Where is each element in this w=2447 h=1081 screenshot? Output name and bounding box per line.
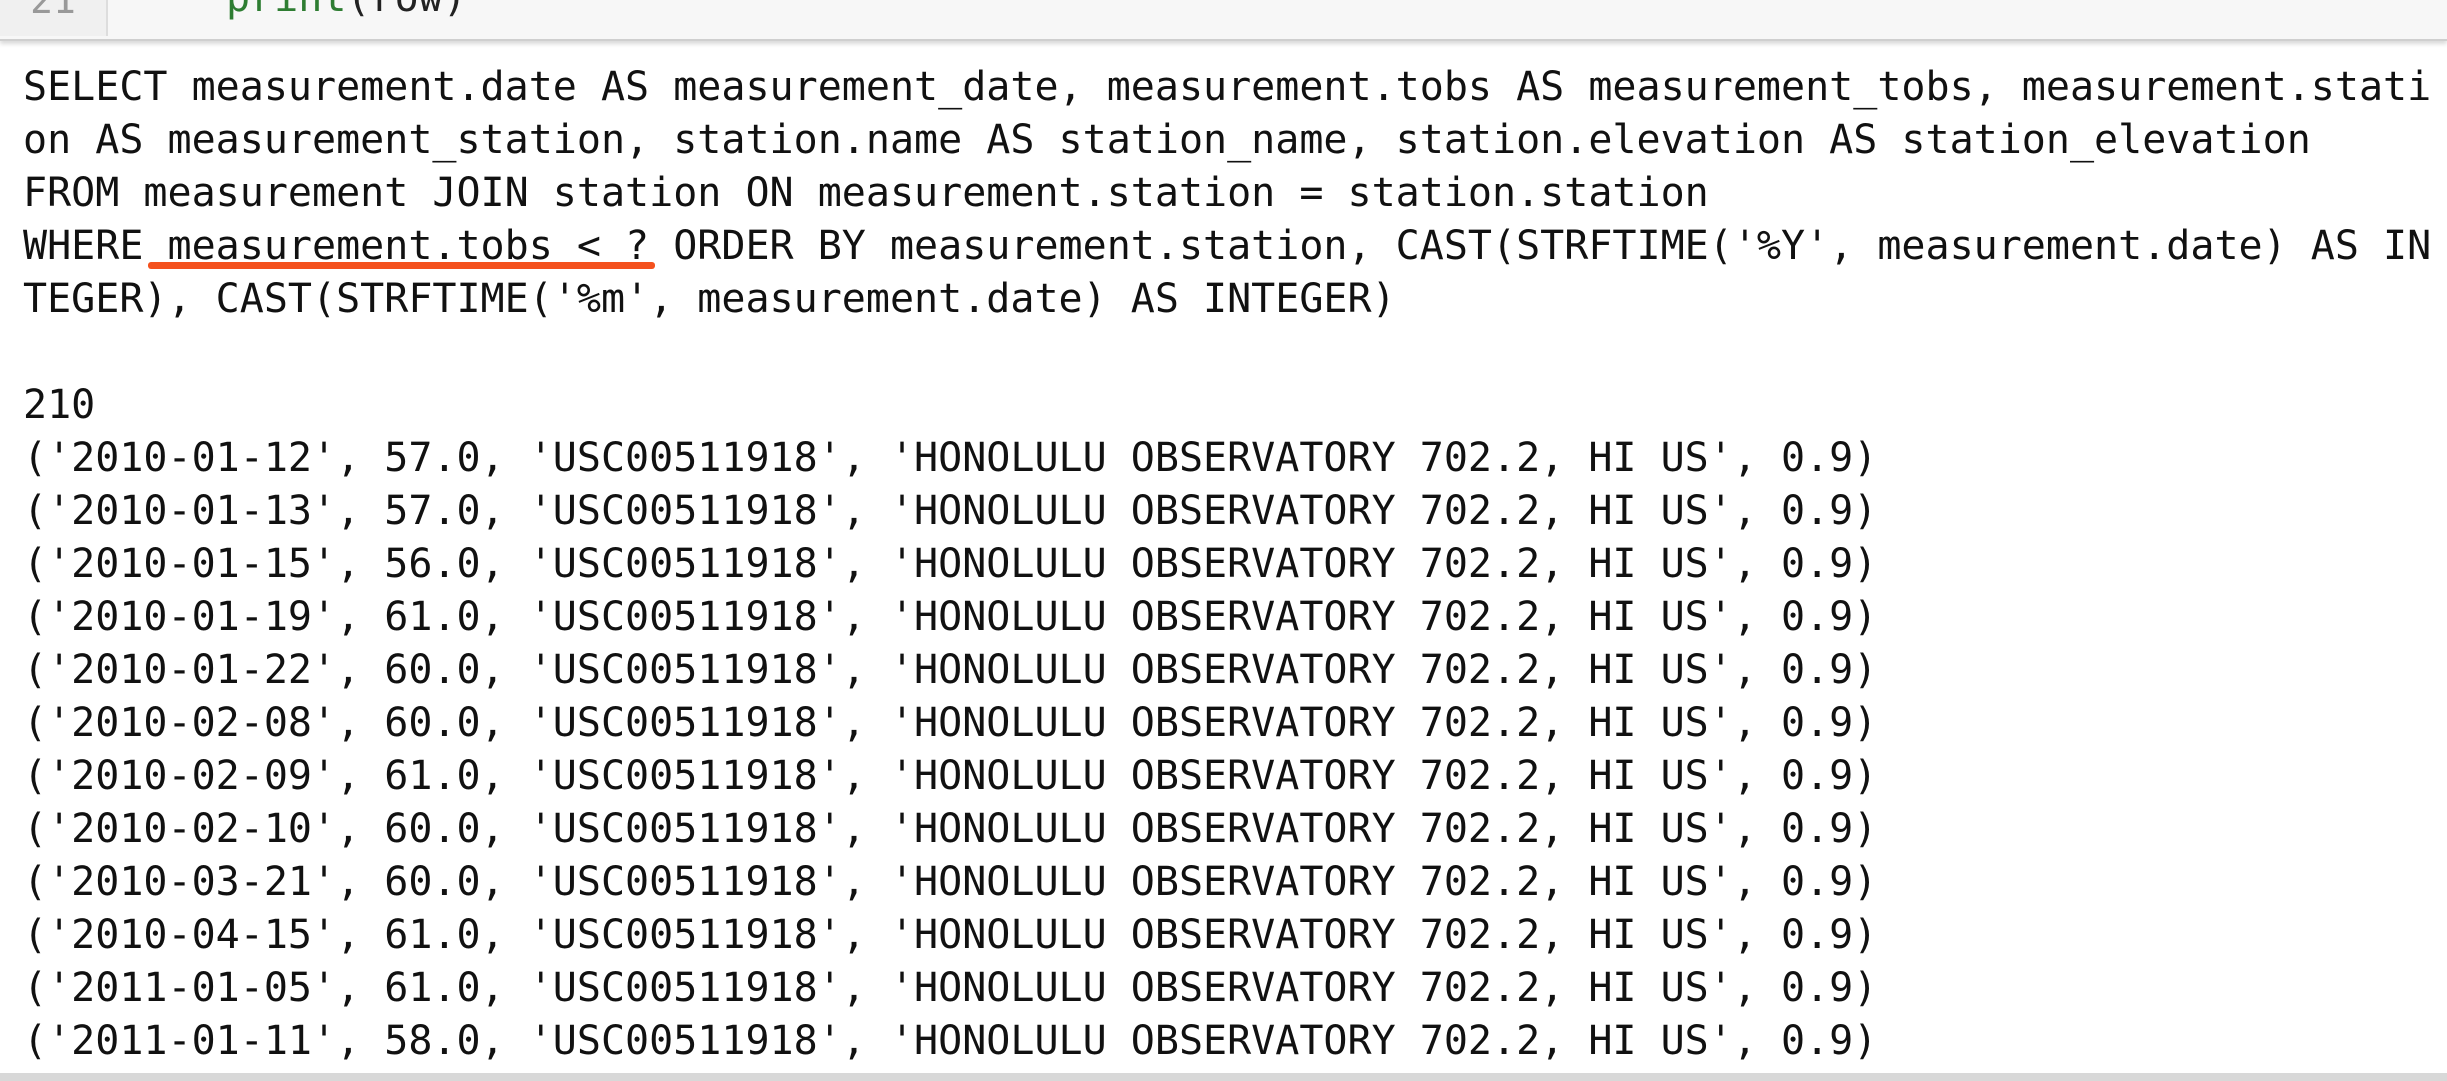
result-row: ('2010-01-15', 56.0, 'USC00511918', 'HON… [23,541,1878,587]
result-row: ('2010-04-15', 61.0, 'USC00511918', 'HON… [23,912,1878,958]
result-row: ('2010-02-09', 61.0, 'USC00511918', 'HON… [23,753,1878,799]
result-row: ('2010-02-10', 60.0, 'USC00511918', 'HON… [23,806,1878,852]
result-row: ('2010-01-22', 60.0, 'USC00511918', 'HON… [23,647,1878,693]
code-token: (row) [346,0,466,21]
code-cell[interactable]: 21 print(row) [0,0,2447,41]
code-token: print [226,0,346,21]
sql-line: SELECT measurement.date AS measurement_d… [23,64,2432,110]
result-row: ('2010-03-21', 60.0, 'USC00511918', 'HON… [23,859,1878,905]
result-row: ('2011-01-11', 58.0, 'USC00511918', 'HON… [23,1018,1878,1064]
cell-output: SELECT measurement.date AS measurement_d… [23,61,2431,1068]
sql-line: WHERE measurement.tobs < ? ORDER BY meas… [23,223,2432,269]
scroll-edge [0,1073,2447,1081]
sql-line: TEGER), CAST(STRFTIME('%m', measurement.… [23,276,1396,322]
result-row: ('2010-01-12', 57.0, 'USC00511918', 'HON… [23,435,1878,481]
code-line: print(row) [226,0,467,18]
line-number: 21 [0,0,108,36]
result-row: ('2011-01-05', 61.0, 'USC00511918', 'HON… [23,965,1878,1011]
annotation-underline [148,262,655,269]
result-row: ('2010-01-19', 61.0, 'USC00511918', 'HON… [23,594,1878,640]
sql-line: on AS measurement_station, station.name … [23,117,2311,163]
row-count: 210 [23,382,96,428]
result-row: ('2010-02-08', 60.0, 'USC00511918', 'HON… [23,700,1878,746]
sql-line: FROM measurement JOIN station ON measure… [23,170,1709,216]
result-row: ('2010-01-13', 57.0, 'USC00511918', 'HON… [23,488,1878,534]
